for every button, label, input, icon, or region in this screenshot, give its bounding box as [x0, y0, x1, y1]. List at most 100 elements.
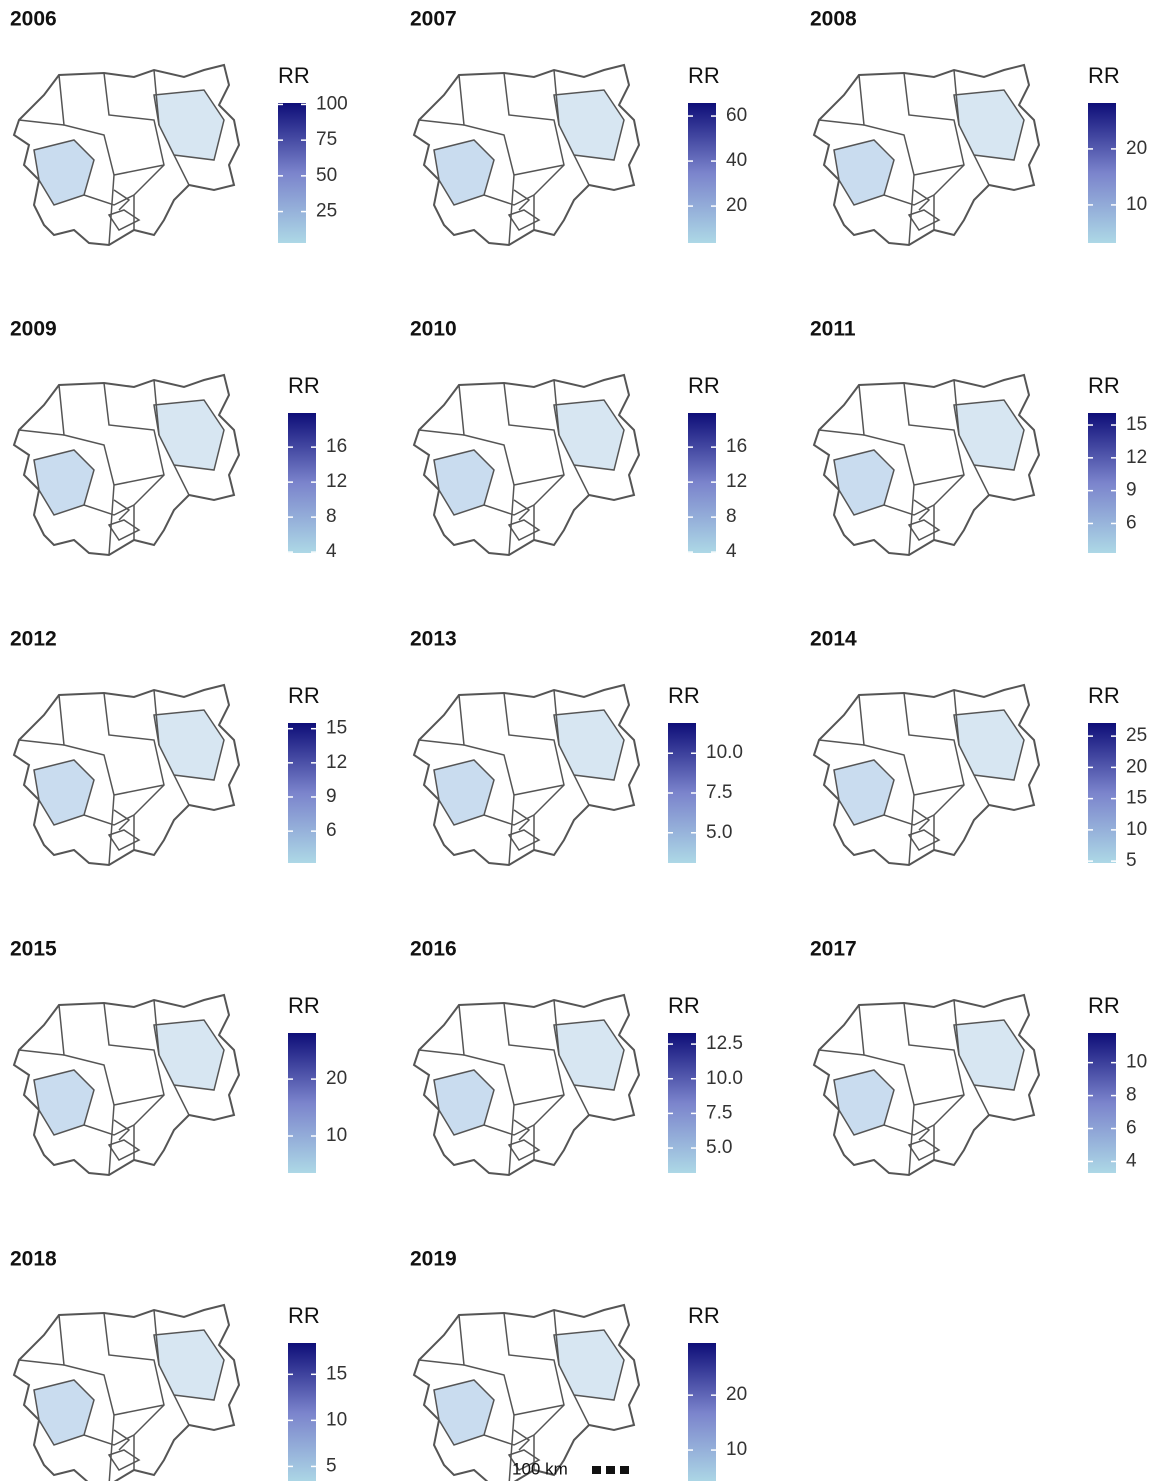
country-map [13, 64, 240, 246]
tick-label: 100 [316, 93, 348, 114]
legend-title: RR [288, 993, 320, 1018]
tick-label: 5.0 [706, 1137, 732, 1158]
tick-label: 15 [1126, 788, 1147, 809]
tick-label: 10 [326, 1125, 347, 1146]
country-map [13, 374, 240, 556]
color-bar [668, 1033, 696, 1173]
country-map [413, 64, 640, 246]
tick-label: 60 [726, 105, 747, 126]
legend-title: RR [1088, 373, 1120, 398]
legend-title: RR [668, 993, 700, 1018]
panel-title: 2006 [10, 8, 57, 31]
tick-label: 4 [326, 541, 337, 562]
tick-label: 50 [316, 165, 337, 186]
color-bar [688, 1343, 716, 1481]
tick-label: 8 [726, 506, 737, 527]
country-map [813, 684, 1040, 866]
tick-label: 12 [326, 752, 347, 773]
country-map [413, 374, 640, 556]
tick-label: 5 [326, 1455, 337, 1476]
tick-label: 40 [726, 150, 747, 171]
color-bar [278, 103, 306, 243]
tick-label: 10.0 [706, 1068, 743, 1089]
tick-label: 6 [326, 820, 337, 841]
color-bar [688, 103, 716, 243]
color-bar [288, 1343, 316, 1481]
tick-label: 7.5 [706, 782, 732, 803]
tick-label: 12 [326, 471, 347, 492]
country-map [413, 684, 640, 866]
legend-title: RR [288, 373, 320, 398]
legend-title: RR [688, 63, 720, 88]
legend-title: RR [1088, 993, 1120, 1018]
panel-title: 2011 [810, 318, 856, 341]
tick-label: 6 [1126, 512, 1137, 533]
panel-title: 2009 [10, 318, 57, 341]
tick-label: 10.0 [706, 742, 743, 763]
tick-label: 12 [1126, 447, 1147, 468]
panel-title: 2018 [10, 1248, 57, 1271]
tick-label: 15 [326, 1363, 347, 1384]
tick-label: 20 [1126, 138, 1147, 159]
scale-bar-segment [606, 1466, 615, 1474]
legend-title: RR [688, 373, 720, 398]
tick-label: 12 [726, 471, 747, 492]
tick-label: 75 [316, 129, 337, 150]
tick-label: 20 [326, 1068, 347, 1089]
color-bar [288, 413, 316, 553]
panel-title: 2016 [410, 938, 457, 961]
legend-title: RR [1088, 63, 1120, 88]
legend-title: RR [288, 683, 320, 708]
legend-title: RR [1088, 683, 1120, 708]
panel-title: 2013 [410, 628, 457, 651]
tick-label: 20 [726, 1384, 747, 1405]
tick-label: 5.0 [706, 822, 732, 843]
tick-label: 16 [326, 436, 347, 457]
panel-title: 2014 [810, 628, 857, 651]
tick-label: 7.5 [706, 1102, 732, 1123]
tick-label: 5 [1126, 850, 1137, 871]
panel-title: 2007 [410, 8, 457, 31]
tick-label: 15 [326, 718, 347, 739]
tick-label: 9 [1126, 480, 1137, 501]
panel-title: 2008 [810, 8, 857, 31]
country-map [813, 994, 1040, 1176]
color-bar [1088, 413, 1116, 553]
country-map [413, 994, 640, 1176]
tick-label: 25 [316, 201, 337, 222]
color-bar [1088, 1033, 1116, 1173]
color-bar [288, 723, 316, 863]
country-map [13, 684, 240, 866]
legend-title: RR [668, 683, 700, 708]
panel-title: 2015 [10, 938, 57, 961]
country-map [813, 64, 1040, 246]
legend-title: RR [288, 1303, 320, 1328]
tick-label: 8 [326, 506, 337, 527]
tick-label: 9 [326, 786, 337, 807]
tick-label: 10 [326, 1409, 347, 1430]
tick-label: 8 [1126, 1085, 1137, 1106]
tick-label: 10 [1126, 194, 1147, 215]
scale-bar-segment [620, 1466, 629, 1474]
scale-label: 100 km [512, 1459, 568, 1478]
country-map [13, 1304, 240, 1481]
tick-label: 12.5 [706, 1033, 743, 1054]
color-bar [1088, 103, 1116, 243]
tick-label: 4 [726, 541, 737, 562]
panel-title: 2017 [810, 938, 857, 961]
legend-title: RR [688, 1303, 720, 1328]
country-map [413, 1304, 640, 1481]
country-map [13, 994, 240, 1176]
tick-label: 10 [726, 1439, 747, 1460]
panel-title: 2010 [410, 318, 457, 341]
tick-label: 10 [1126, 819, 1147, 840]
country-map [813, 374, 1040, 556]
tick-label: 16 [726, 436, 747, 457]
tick-label: 6 [1126, 1118, 1137, 1139]
tick-label: 15 [1126, 414, 1147, 435]
tick-label: 20 [1126, 756, 1147, 777]
tick-label: 20 [726, 195, 747, 216]
legend-title: RR [278, 63, 310, 88]
color-bar [288, 1033, 316, 1173]
